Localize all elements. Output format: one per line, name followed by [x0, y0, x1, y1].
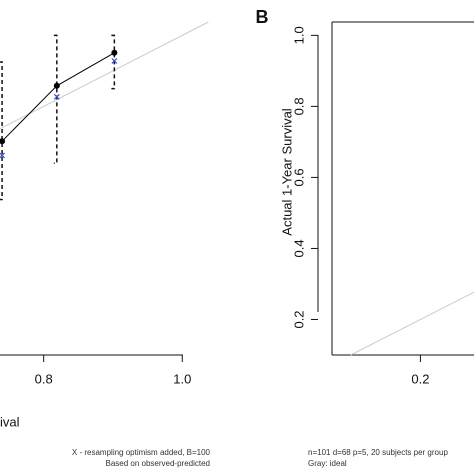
note: Based on observed-predicted: [105, 459, 210, 468]
x-tick-label: 1.0: [173, 371, 191, 386]
x-axis-label: ival: [0, 414, 20, 429]
note: n=101 d=68 p=5, 20 subjects per group: [308, 448, 448, 457]
error-bar: [111, 34, 116, 90]
note: Gray: ideal: [308, 459, 347, 468]
x-tick-label: 0.8: [35, 371, 53, 386]
observed-point: [0, 138, 6, 145]
y-tick-label: 0.8: [291, 97, 306, 115]
y-tick-label: 0.6: [291, 168, 306, 186]
y-tick-label: 1.0: [291, 26, 306, 44]
corrected-point: [0, 152, 6, 159]
ideal-line: [350, 291, 474, 356]
x-tick-label: 0.2: [411, 371, 429, 386]
note: X - resampling optimism added, B=100: [72, 448, 211, 457]
corrected-point: [53, 93, 60, 100]
y-tick-label: 0.4: [291, 239, 306, 257]
corrected-point: [111, 58, 118, 64]
y-tick-label: 0.2: [291, 310, 306, 328]
observed-point: [53, 82, 60, 89]
error-bar: [0, 61, 3, 201]
observed-line: [1, 52, 115, 142]
ideal-line: [0, 21, 209, 130]
panel-label: B: [256, 7, 269, 27]
observed-point: [111, 49, 118, 56]
y-axis-label: Actual 1-Year Survival: [279, 108, 294, 236]
error-bar: [53, 34, 58, 164]
